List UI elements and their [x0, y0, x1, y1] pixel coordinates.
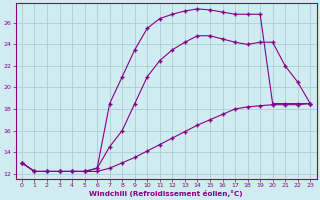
- X-axis label: Windchill (Refroidissement éolien,°C): Windchill (Refroidissement éolien,°C): [89, 190, 243, 197]
